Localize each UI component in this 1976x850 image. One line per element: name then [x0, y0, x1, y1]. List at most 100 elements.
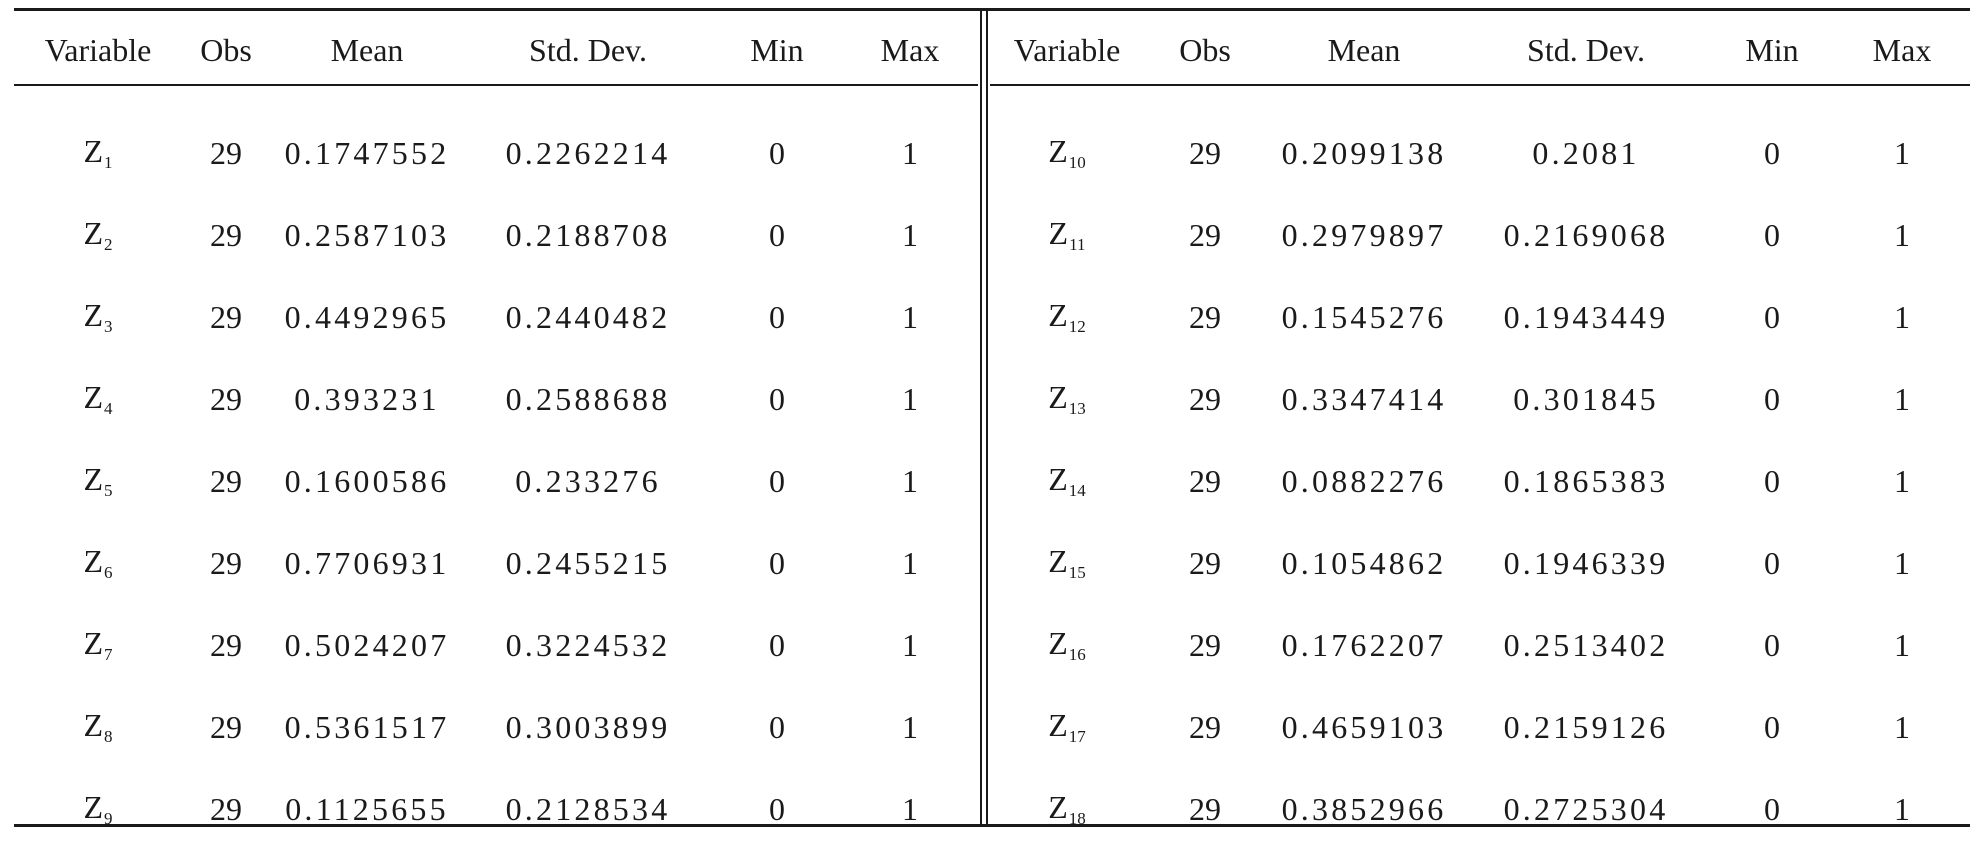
obs-cell: 29: [1189, 462, 1221, 499]
variable-cell: Z18: [990, 789, 1144, 829]
min-cell: 0: [1764, 462, 1780, 499]
variable-subscript: 13: [1068, 398, 1086, 418]
std-dev-cell: 0.3224532: [505, 626, 671, 663]
variable-cell: Z9: [14, 789, 182, 829]
table-row: Z10 29 0.2099138 0.2081 0 1: [990, 112, 1970, 194]
header-mean: Mean: [1327, 31, 1401, 68]
header-std-dev: Std. Dev.: [529, 31, 647, 68]
table-row: Z17 29 0.4659103 0.2159126 0 1: [990, 686, 1970, 768]
obs-cell: 29: [1189, 544, 1221, 581]
variable-name: Z: [83, 133, 104, 170]
header-variable: Variable: [44, 31, 152, 68]
variable-name: Z: [1048, 215, 1069, 252]
max-cell: 1: [902, 462, 918, 499]
header-rule-left: [14, 84, 978, 86]
variable-subscript: 2: [104, 234, 113, 254]
std-dev-cell: 0.2262214: [505, 134, 671, 171]
header-min: Min: [750, 31, 804, 68]
min-cell: 0: [1764, 134, 1780, 171]
std-dev-cell: 0.1943449: [1503, 298, 1669, 335]
header-max: Max: [1872, 31, 1932, 68]
max-cell: 1: [1894, 298, 1910, 335]
max-cell: 1: [1894, 626, 1910, 663]
header-obs: Obs: [200, 31, 252, 68]
variable-name: Z: [1048, 707, 1068, 744]
min-cell: 0: [1764, 626, 1780, 663]
mean-cell: 0.0882276: [1281, 462, 1447, 499]
mean-cell: 0.7706931: [284, 544, 450, 581]
std-dev-cell: 0.1865383: [1503, 462, 1669, 499]
mean-cell: 0.2587103: [284, 216, 450, 253]
max-cell: 1: [1894, 134, 1910, 171]
min-cell: 0: [769, 462, 785, 499]
min-cell: 0: [769, 708, 785, 745]
obs-cell: 29: [210, 134, 242, 171]
table-bottom-rule: [14, 824, 1970, 827]
variable-subscript: 18: [1068, 808, 1086, 828]
variable-cell: Z15: [990, 543, 1144, 583]
variable-name: Z: [83, 707, 104, 744]
variable-cell: Z11: [990, 215, 1144, 255]
min-cell: 0: [769, 134, 785, 171]
max-cell: 1: [902, 380, 918, 417]
mean-cell: 0.1125655: [285, 790, 449, 827]
table-row: Z9 29 0.1125655 0.2128534 0 1: [14, 768, 978, 850]
obs-cell: 29: [1189, 708, 1221, 745]
min-cell: 0: [1764, 790, 1780, 827]
variable-name: Z: [1048, 461, 1068, 498]
obs-cell: 29: [210, 216, 242, 253]
table-row: Z16 29 0.1762207 0.2513402 0 1: [990, 604, 1970, 686]
variable-subscript: 1: [104, 152, 113, 172]
std-dev-cell: 0.2169068: [1503, 216, 1669, 253]
std-dev-cell: 0.301845: [1513, 380, 1659, 417]
max-cell: 1: [1894, 544, 1910, 581]
mean-cell: 0.1762207: [1281, 626, 1447, 663]
table-row: Z1 29 0.1747552 0.2262214 0 1: [14, 112, 978, 194]
mean-cell: 0.5361517: [284, 708, 450, 745]
variable-cell: Z6: [14, 543, 182, 583]
mean-cell: 0.1600586: [284, 462, 450, 499]
mean-cell: 0.4659103: [1281, 708, 1447, 745]
min-cell: 0: [1764, 298, 1780, 335]
table-row: Z3 29 0.4492965 0.2440482 0 1: [14, 276, 978, 358]
header-std-dev: Std. Dev.: [1527, 31, 1645, 68]
mean-cell: 0.393231: [294, 380, 440, 417]
table-top-rule: [14, 8, 1970, 11]
std-dev-cell: 0.2588688: [505, 380, 671, 417]
min-cell: 0: [1764, 216, 1780, 253]
max-cell: 1: [902, 626, 918, 663]
table-row: Z13 29 0.3347414 0.301845 0 1: [990, 358, 1970, 440]
variable-cell: Z13: [990, 379, 1144, 419]
double-divider-line: [986, 8, 988, 826]
variable-cell: Z2: [14, 215, 182, 255]
variable-name: Z: [1048, 133, 1068, 170]
variable-name: Z: [1048, 789, 1068, 826]
variable-cell: Z5: [14, 461, 182, 501]
variable-subscript: 5: [104, 480, 113, 500]
variable-name: Z: [83, 625, 104, 662]
variable-subscript: 15: [1068, 562, 1086, 582]
obs-cell: 29: [210, 380, 242, 417]
variable-subscript: 8: [104, 726, 113, 746]
min-cell: 0: [769, 544, 785, 581]
variable-subscript: 3: [104, 316, 113, 336]
variable-cell: Z17: [990, 707, 1144, 747]
variable-name: Z: [83, 461, 104, 498]
max-cell: 1: [1894, 708, 1910, 745]
variable-cell: Z12: [990, 297, 1144, 337]
obs-cell: 29: [210, 708, 242, 745]
table-row: Z11 29 0.2979897 0.2169068 0 1: [990, 194, 1970, 276]
variable-subscript: 12: [1068, 316, 1086, 336]
table-row: Z8 29 0.5361517 0.3003899 0 1: [14, 686, 978, 768]
obs-cell: 29: [210, 544, 242, 581]
mean-cell: 0.1747552: [284, 134, 450, 171]
max-cell: 1: [1894, 462, 1910, 499]
header-obs: Obs: [1179, 31, 1231, 68]
table-row: Z12 29 0.1545276 0.1943449 0 1: [990, 276, 1970, 358]
mean-cell: 0.3852966: [1281, 790, 1447, 827]
double-divider-line: [980, 8, 982, 826]
max-cell: 1: [902, 134, 918, 171]
obs-cell: 29: [210, 462, 242, 499]
variable-name: Z: [83, 789, 104, 826]
header-mean: Mean: [330, 31, 404, 68]
